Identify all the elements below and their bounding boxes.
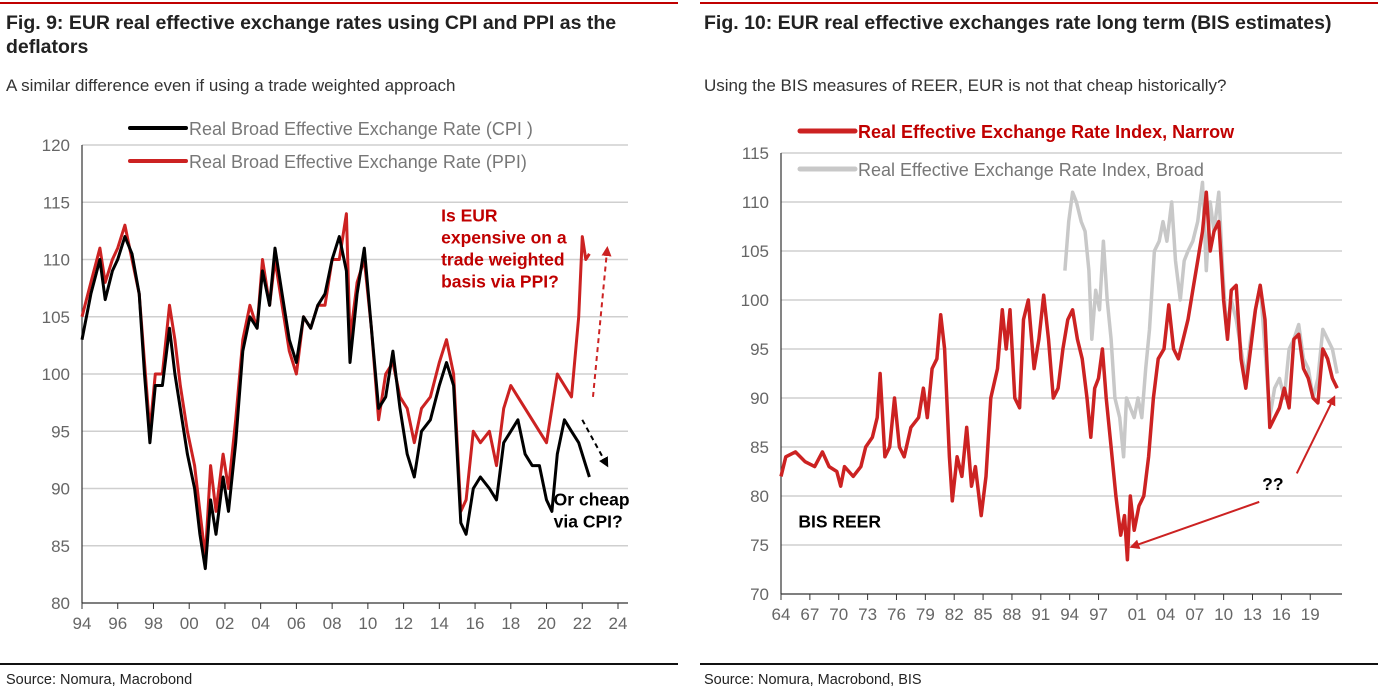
x-tick-label: 76	[887, 605, 906, 624]
y-tick-label: 85	[750, 438, 769, 457]
panel-bottom-rule	[700, 663, 1378, 665]
x-tick-label: 02	[215, 614, 234, 633]
series-line-1	[80, 235, 591, 571]
y-tick-label: 110	[742, 193, 769, 212]
y-tick-label: 95	[51, 422, 70, 441]
x-tick-label: 20	[537, 614, 556, 633]
y-tick-label: 110	[43, 251, 70, 270]
y-tick-label: 95	[750, 340, 769, 359]
x-tick-label: 97	[1089, 605, 1108, 624]
x-tick-label: 22	[573, 614, 592, 633]
y-tick-label: 90	[750, 389, 769, 408]
figure-source: Source: Nomura, Macrobond	[6, 672, 193, 688]
x-tick-label: 07	[1185, 605, 1204, 624]
x-tick-label: 01	[1128, 605, 1147, 624]
figure-9-panel: Fig. 9: EUR real effective exchange rate…	[0, 0, 678, 691]
x-tick-label: 24	[609, 614, 628, 633]
y-tick-label: 100	[42, 365, 70, 384]
annotation-text: basis via PPI?	[441, 272, 559, 292]
y-tick-label: 100	[741, 291, 769, 310]
annotation-text: BIS REER	[798, 511, 881, 531]
x-tick-label: 16	[466, 614, 485, 633]
x-tick-label: 94	[73, 614, 92, 633]
figure-title: Fig. 10: EUR real effective exchanges ra…	[704, 12, 1332, 34]
figure-10-panel: Fig. 10: EUR real effective exchanges ra…	[700, 0, 1378, 691]
y-tick-label: 70	[750, 585, 769, 604]
figure-subtitle: A similar difference even if using a tra…	[6, 76, 456, 95]
annotation-arrow	[591, 246, 612, 397]
annotation-text: via CPI?	[554, 512, 623, 532]
x-tick-label: 70	[829, 605, 848, 624]
series-line-1	[779, 190, 1339, 562]
x-tick-label: 64	[772, 605, 791, 624]
legend-label: Real Broad Effective Exchange Rate (PPI)	[189, 152, 527, 172]
y-tick-label: 80	[750, 487, 769, 506]
x-tick-label: 10	[1214, 605, 1233, 624]
y-tick-label: 105	[741, 242, 769, 261]
x-tick-label: 82	[945, 605, 964, 624]
y-tick-label: 80	[51, 594, 70, 613]
x-tick-label: 79	[916, 605, 935, 624]
x-tick-label: 04	[1156, 605, 1175, 624]
figure-subtitle: Using the BIS measures of REER, EUR is n…	[704, 76, 1227, 95]
annotation-arrow	[1129, 500, 1260, 550]
x-tick-label: 10	[358, 614, 377, 633]
chart-1: 80 85 90 95 100 105 110 115 120 94 96 98 00 02 04 06 08 1…	[42, 119, 630, 633]
y-tick-label: 105	[42, 308, 70, 327]
x-tick-label: 06	[287, 614, 306, 633]
figure-source: Source: Nomura, Macrobond, BIS	[704, 672, 922, 688]
annotation-text: expensive on a	[441, 228, 567, 248]
x-tick-label: 91	[1031, 605, 1050, 624]
y-tick-label: 115	[742, 144, 769, 163]
x-tick-label: 08	[323, 614, 342, 633]
y-tick-label: 115	[43, 193, 70, 212]
legend-label: Real Effective Exchange Rate Index, Broa…	[858, 160, 1204, 180]
legend-label: Real Broad Effective Exchange Rate (CPI …	[189, 119, 533, 139]
y-tick-label: 90	[51, 480, 70, 499]
y-tick-label: 120	[42, 136, 70, 155]
x-tick-label: 00	[180, 614, 199, 633]
chart-2: 70 75 80 85 90 95 100 105 110 115 64 67 70 73 76 79 82 85…	[741, 122, 1342, 624]
panel-top-rule	[0, 2, 678, 4]
panel-bottom-rule	[0, 663, 678, 665]
legend-label: Real Effective Exchange Rate Index, Narr…	[858, 122, 1235, 142]
annotation-text: Is EUR	[441, 206, 498, 226]
x-tick-label: 14	[430, 614, 449, 633]
x-tick-label: 98	[144, 614, 163, 633]
figure-title: Fig. 9: EUR real effective exchange rate…	[6, 12, 617, 58]
annotation-text: Or cheap	[554, 490, 630, 510]
x-tick-label: 67	[800, 605, 819, 624]
x-tick-label: 19	[1301, 605, 1320, 624]
x-tick-label: 88	[1002, 605, 1021, 624]
annotation-text: trade weighted	[441, 250, 565, 270]
x-tick-label: 85	[974, 605, 993, 624]
x-tick-label: 04	[251, 614, 270, 633]
x-tick-label: 12	[394, 614, 413, 633]
x-tick-label: 18	[501, 614, 520, 633]
x-tick-label: 94	[1060, 605, 1079, 624]
annotation-arrow	[581, 419, 609, 468]
x-tick-label: 96	[108, 614, 127, 633]
panel-top-rule	[700, 2, 1378, 4]
annotation-text: ??	[1262, 474, 1283, 494]
annotation-arrow	[1295, 395, 1336, 474]
x-tick-label: 13	[1243, 605, 1262, 624]
y-tick-label: 85	[51, 537, 70, 556]
x-tick-label: 16	[1272, 605, 1291, 624]
y-tick-label: 75	[750, 536, 769, 555]
series-line-2	[1063, 180, 1339, 459]
x-tick-label: 73	[858, 605, 877, 624]
